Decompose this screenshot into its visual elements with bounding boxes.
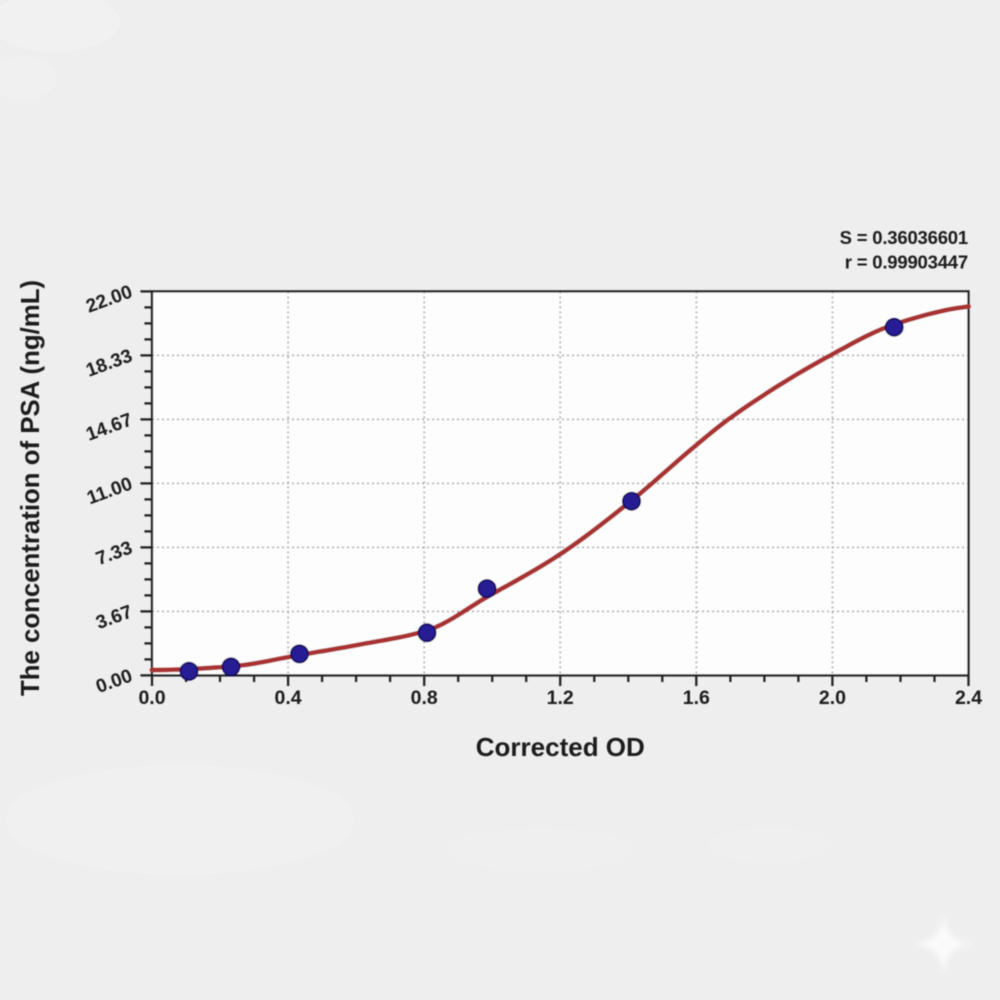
svg-text:S = 0.36036601: S = 0.36036601 bbox=[840, 227, 968, 248]
svg-text:0.8: 0.8 bbox=[411, 687, 438, 709]
svg-text:r = 0.99903447: r = 0.99903447 bbox=[845, 252, 968, 273]
svg-text:2.0: 2.0 bbox=[819, 687, 846, 709]
svg-text:The concentration of PSA (ng/m: The concentration of PSA (ng/mL) bbox=[17, 280, 45, 696]
svg-text:1.6: 1.6 bbox=[683, 687, 710, 709]
svg-text:1.2: 1.2 bbox=[547, 687, 574, 709]
svg-text:2.4: 2.4 bbox=[955, 687, 982, 709]
svg-text:Corrected OD: Corrected OD bbox=[476, 732, 645, 762]
svg-text:0.0: 0.0 bbox=[138, 687, 165, 709]
svg-text:0.4: 0.4 bbox=[275, 687, 302, 709]
